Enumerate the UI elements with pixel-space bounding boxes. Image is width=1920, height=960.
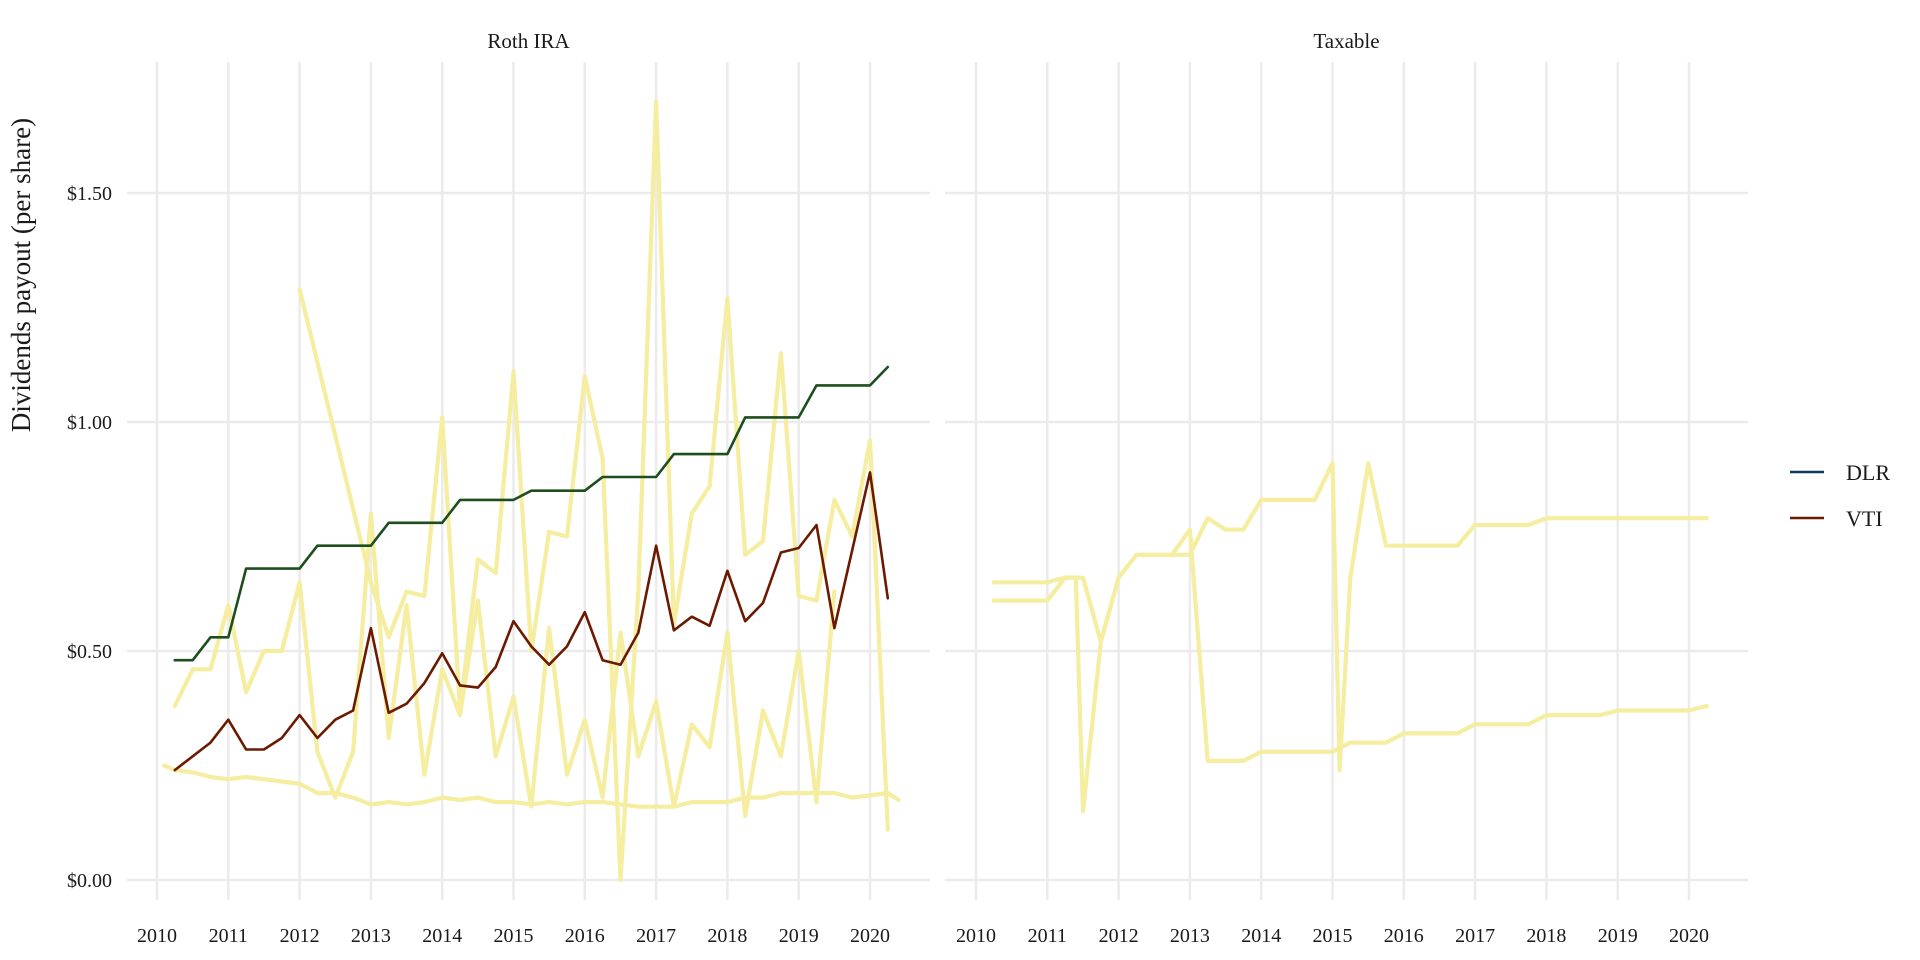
background-series-line	[991, 527, 1709, 814]
chart-panels: Roth IRA $0.00 $0.50 $1.00 $1.50 2010 2011 2012…	[67, 29, 1748, 947]
background-series-line	[162, 763, 901, 809]
x-tick-label: 2018	[1526, 925, 1566, 947]
series-line-dlr	[173, 365, 890, 662]
x-tick-label: 2019	[779, 925, 819, 947]
x-tick-label: 2019	[1598, 925, 1638, 947]
y-tick-label: $0.00	[67, 870, 112, 892]
background-series-line	[991, 461, 1709, 773]
x-tick-label: 2018	[707, 925, 747, 947]
gridlines	[127, 62, 930, 900]
x-tick-label: 2017	[1455, 925, 1495, 947]
x-tick-label: 2011	[1028, 925, 1067, 947]
x-tick-label: 2015	[1313, 925, 1353, 947]
x-tick-label: 2010	[956, 925, 996, 947]
x-tick-label: 2020	[1669, 925, 1709, 947]
x-tick-label: 2016	[1384, 925, 1424, 947]
x-tick-label: 2010	[137, 925, 177, 947]
background-series-line	[172, 511, 837, 819]
x-tick-label: 2012	[280, 925, 320, 947]
panel-1: Roth IRA $0.00 $0.50 $1.00 $1.50 2010 2011 2012…	[67, 29, 930, 947]
x-tick-label: 2014	[1241, 925, 1281, 947]
y-tick-label: $1.50	[67, 183, 112, 205]
x-tick-label: 2013	[1170, 925, 1210, 947]
panel-2: Taxable 2010 2011 2012 2013 2014 2015 2016 2017 2…	[945, 29, 1748, 947]
x-tick-label: 2020	[850, 925, 890, 947]
x-tick-label: 2011	[209, 925, 248, 947]
legend-label: DLR	[1846, 460, 1890, 485]
background-series-line	[297, 99, 890, 883]
series-line-vti	[173, 471, 890, 772]
legend: DLR VTI	[1790, 460, 1890, 531]
x-tick-label: 2015	[494, 925, 534, 947]
y-tick-label: $1.00	[67, 412, 112, 434]
x-tick-label: 2014	[422, 925, 462, 947]
legend-item-dlr: DLR	[1790, 460, 1890, 485]
legend-item-vti: VTI	[1790, 506, 1883, 531]
y-axis-title: Dividends payout (per share)	[6, 118, 36, 432]
gridlines	[945, 62, 1748, 900]
y-tick-label: $0.50	[67, 641, 112, 663]
x-tick-label: 2017	[636, 925, 676, 947]
x-tick-label: 2016	[565, 925, 605, 947]
legend-label: VTI	[1846, 506, 1883, 531]
facet-title: Roth IRA	[487, 29, 570, 53]
facet-title: Taxable	[1313, 29, 1379, 53]
x-tick-label: 2013	[351, 925, 391, 947]
x-tick-label: 2012	[1099, 925, 1139, 947]
